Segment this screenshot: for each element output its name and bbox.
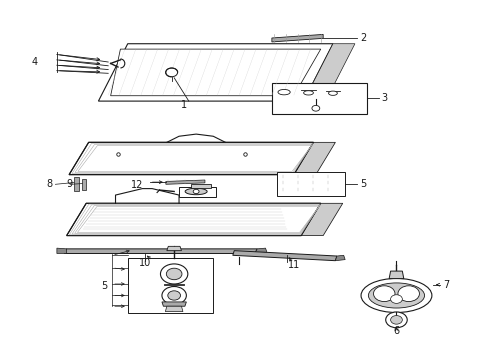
Text: 1: 1 [181, 100, 187, 110]
Text: 7: 7 [443, 280, 449, 290]
Polygon shape [98, 44, 333, 101]
Circle shape [398, 286, 419, 302]
Polygon shape [67, 203, 321, 235]
Circle shape [312, 105, 320, 111]
Polygon shape [166, 180, 205, 184]
Ellipse shape [185, 188, 207, 195]
Polygon shape [255, 248, 267, 253]
Polygon shape [281, 181, 331, 185]
Text: 4: 4 [32, 57, 38, 67]
Text: 5: 5 [360, 179, 366, 189]
Polygon shape [82, 179, 86, 190]
Text: 2: 2 [360, 33, 366, 43]
Polygon shape [57, 248, 67, 253]
Circle shape [391, 316, 402, 324]
Ellipse shape [278, 89, 290, 95]
Polygon shape [233, 251, 337, 261]
Ellipse shape [329, 91, 337, 95]
Polygon shape [272, 35, 323, 42]
Circle shape [373, 286, 395, 302]
Circle shape [193, 189, 199, 194]
Text: 3: 3 [382, 93, 388, 103]
Polygon shape [281, 175, 331, 178]
Polygon shape [335, 255, 345, 261]
Polygon shape [162, 302, 186, 306]
Circle shape [160, 264, 188, 284]
Polygon shape [294, 142, 335, 175]
Text: 8: 8 [47, 179, 52, 189]
Circle shape [168, 291, 180, 300]
Polygon shape [74, 177, 79, 192]
Polygon shape [111, 49, 321, 96]
Polygon shape [191, 184, 211, 188]
Bar [128, 258, 213, 314]
Polygon shape [69, 142, 314, 175]
Text: 5: 5 [101, 281, 108, 291]
Bar [272, 83, 367, 114]
Polygon shape [281, 187, 331, 192]
Polygon shape [64, 249, 257, 253]
Circle shape [166, 68, 177, 77]
Polygon shape [301, 203, 343, 235]
Circle shape [162, 287, 186, 305]
Polygon shape [165, 306, 183, 312]
Text: 9: 9 [67, 179, 73, 189]
Circle shape [391, 295, 402, 303]
Text: 12: 12 [131, 180, 144, 190]
Ellipse shape [361, 278, 432, 312]
Circle shape [386, 312, 407, 328]
Polygon shape [179, 187, 216, 197]
Bar [277, 172, 345, 196]
Circle shape [166, 268, 182, 280]
Polygon shape [389, 271, 404, 279]
Text: 6: 6 [393, 325, 399, 336]
Ellipse shape [368, 283, 424, 308]
Polygon shape [167, 246, 181, 251]
Polygon shape [304, 44, 355, 101]
Ellipse shape [304, 91, 314, 95]
Text: 11: 11 [288, 260, 300, 270]
Text: 10: 10 [139, 258, 151, 268]
